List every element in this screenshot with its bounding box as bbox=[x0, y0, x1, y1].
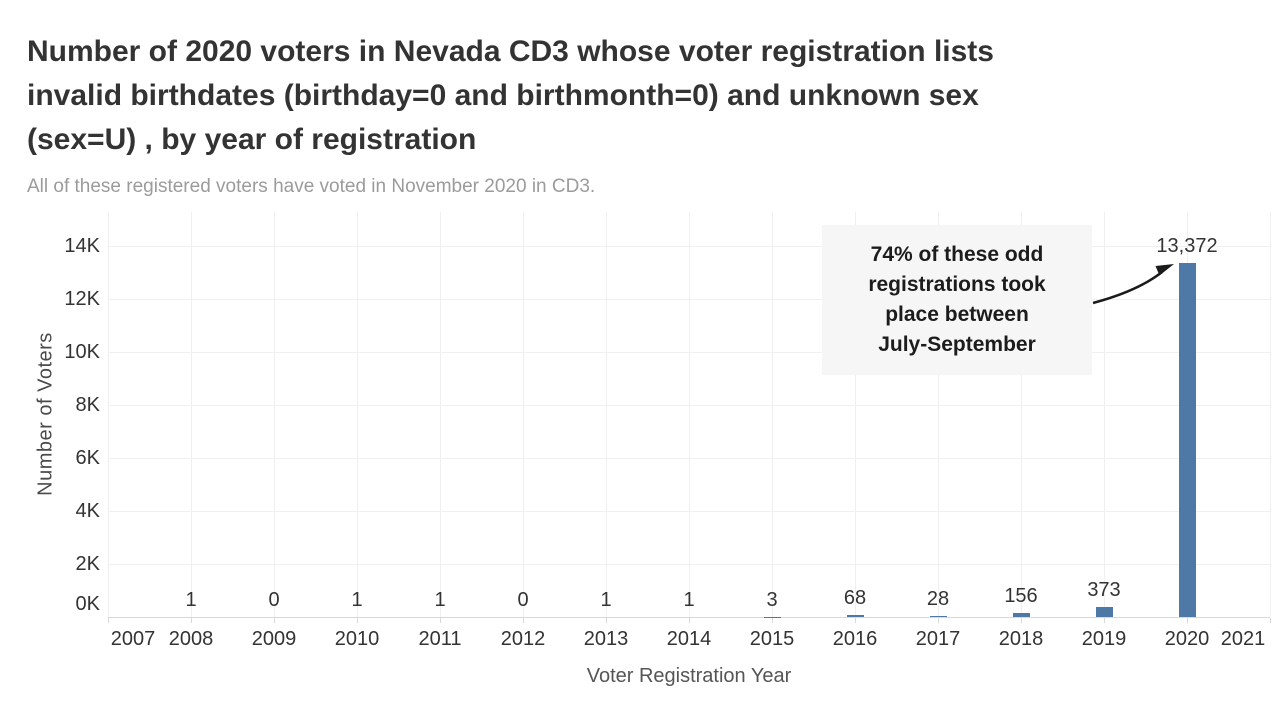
x-axis-tick bbox=[1021, 618, 1022, 623]
x-tick-label: 2012 bbox=[500, 628, 546, 650]
vertical-gridline bbox=[1104, 212, 1105, 617]
x-tick-label: 2016 bbox=[832, 628, 878, 650]
x-axis-tick bbox=[855, 618, 856, 623]
y-tick-label: 0K bbox=[75, 593, 100, 615]
bar-value-label: 13,372 bbox=[1156, 234, 1218, 257]
x-tick-label: 2011 bbox=[418, 628, 462, 650]
x-axis-tick bbox=[772, 618, 773, 623]
bar-value-label: 0 bbox=[268, 589, 280, 611]
x-tick-label: 2021 bbox=[1220, 628, 1266, 650]
vertical-gridline bbox=[274, 212, 275, 617]
x-tick-label: 2017 bbox=[915, 628, 961, 650]
vertical-gridline bbox=[855, 212, 856, 617]
x-axis-tick bbox=[357, 618, 358, 623]
y-axis-title: Number of Voters bbox=[34, 332, 57, 496]
bar-value-label: 1 bbox=[185, 588, 197, 611]
x-axis-tick bbox=[274, 618, 275, 623]
x-tick-label: 2008 bbox=[168, 628, 214, 650]
chart-title-line-1: Number of 2020 voters in Nevada CD3 whos… bbox=[27, 35, 994, 68]
y-tick-label: 14K bbox=[64, 235, 100, 257]
bar-value-label: 1 bbox=[600, 588, 612, 611]
chart-title-line-2: invalid birthdates (birthday=0 and birth… bbox=[27, 79, 979, 112]
bar-value-label: 0 bbox=[517, 589, 529, 611]
bar-value-label: 68 bbox=[843, 587, 867, 610]
x-tick-label: 2019 bbox=[1081, 628, 1127, 650]
bar-value-label: 1 bbox=[351, 588, 363, 611]
vertical-gridline bbox=[440, 212, 441, 617]
bar-2017[interactable] bbox=[929, 616, 947, 617]
bar-2020[interactable] bbox=[1178, 262, 1196, 617]
vertical-gridline bbox=[689, 212, 690, 617]
vertical-gridline bbox=[606, 212, 607, 617]
vertical-gridline bbox=[772, 212, 773, 617]
bar-value-label: 28 bbox=[926, 588, 950, 611]
x-tick-label: 2015 bbox=[749, 628, 795, 650]
horizontal-gridline bbox=[108, 564, 1270, 565]
x-axis-tick bbox=[1104, 618, 1105, 623]
horizontal-gridline bbox=[108, 405, 1270, 406]
bar-2019[interactable] bbox=[1095, 607, 1113, 617]
x-tick-label: 2010 bbox=[334, 628, 380, 650]
x-axis-tick bbox=[938, 618, 939, 623]
x-tick-label: 2007 bbox=[110, 628, 156, 650]
y-tick-label: 12K bbox=[64, 288, 100, 310]
x-axis-tick bbox=[523, 618, 524, 623]
bar-value-label: 1 bbox=[434, 588, 446, 611]
x-axis-tick bbox=[1187, 618, 1188, 623]
x-axis-tick bbox=[1270, 618, 1271, 623]
vertical-gridline bbox=[938, 212, 939, 617]
chart-title: Number of 2020 voters in Nevada CD3 whos… bbox=[27, 30, 994, 162]
vertical-gridline bbox=[108, 212, 109, 617]
annotation-line-1: 74% of these odd bbox=[870, 243, 1044, 266]
vertical-gridline bbox=[1021, 212, 1022, 617]
annotation-line-4: July-September bbox=[878, 333, 1036, 356]
y-tick-label: 10K bbox=[64, 341, 100, 363]
chart-title-line-3: (sex=U) , by year of registration bbox=[27, 123, 477, 156]
y-tick-label: 2K bbox=[75, 553, 100, 575]
horizontal-gridline bbox=[108, 511, 1270, 512]
chart-subtitle: All of these registered voters have vote… bbox=[27, 176, 596, 197]
x-tick-label: 2013 bbox=[583, 628, 629, 650]
horizontal-gridline bbox=[108, 246, 1270, 247]
bar-value-label: 1 bbox=[683, 588, 695, 611]
vertical-gridline bbox=[1270, 212, 1271, 617]
x-axis-tick bbox=[191, 618, 192, 623]
x-axis-tick bbox=[606, 618, 607, 623]
x-axis-line bbox=[108, 617, 1270, 618]
x-axis-tick bbox=[440, 618, 441, 623]
annotation-box: 74% of these odd registrations took plac… bbox=[822, 225, 1092, 375]
vertical-gridline bbox=[523, 212, 524, 617]
x-tick-label: 2020 bbox=[1164, 628, 1210, 650]
x-tick-label: 2009 bbox=[251, 628, 297, 650]
horizontal-gridline bbox=[108, 352, 1270, 353]
y-tick-label: 4K bbox=[75, 500, 100, 522]
bar-2016[interactable] bbox=[846, 615, 864, 617]
x-axis-tick bbox=[689, 618, 690, 623]
x-tick-label: 2018 bbox=[998, 628, 1044, 650]
bar-2018[interactable] bbox=[1012, 612, 1030, 617]
annotation-line-3: place between bbox=[885, 303, 1029, 326]
annotation-line-2: registrations took bbox=[868, 273, 1046, 296]
x-axis-tick bbox=[108, 618, 109, 623]
bar-value-label: 156 bbox=[1004, 584, 1038, 607]
vertical-gridline bbox=[357, 212, 358, 617]
y-tick-label: 6K bbox=[75, 447, 100, 469]
horizontal-gridline bbox=[108, 299, 1270, 300]
bar-value-label: 373 bbox=[1087, 579, 1121, 602]
x-axis-title: Voter Registration Year bbox=[586, 665, 792, 687]
vertical-gridline bbox=[191, 212, 192, 617]
horizontal-gridline bbox=[108, 458, 1270, 459]
y-tick-label: 8K bbox=[75, 394, 100, 416]
bar-value-label: 3 bbox=[766, 588, 778, 611]
x-tick-label: 2014 bbox=[666, 628, 712, 650]
